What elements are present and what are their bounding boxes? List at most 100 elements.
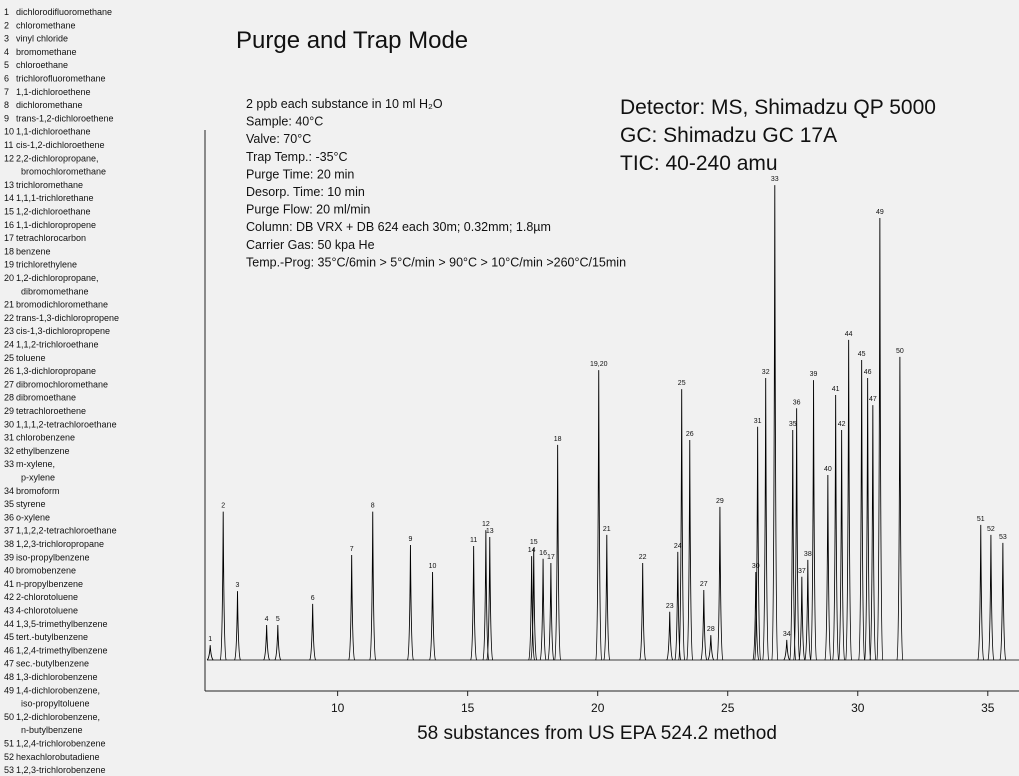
peak bbox=[716, 506, 724, 661]
compound-name: cis-1,3-dichloropropene bbox=[16, 326, 110, 336]
x-tick-label: 35 bbox=[981, 701, 995, 715]
peak-label: 6 bbox=[311, 595, 315, 602]
peak-label: 40 bbox=[824, 466, 832, 473]
compound-name: benzene bbox=[16, 246, 51, 256]
compound-number: 40 bbox=[4, 566, 14, 576]
compound-name: tetrachlorocarbon bbox=[16, 233, 86, 243]
condition: Temp.-Prog: 35°C/6min > 5°C/min > 90°C >… bbox=[246, 255, 626, 269]
condition: Purge Flow: 20 ml/min bbox=[246, 203, 370, 217]
peak bbox=[539, 558, 547, 661]
peak bbox=[752, 572, 760, 661]
peak-label: 18 bbox=[554, 436, 562, 443]
compound-name: 1,1-dichloropropene bbox=[16, 220, 96, 230]
peak bbox=[639, 563, 647, 661]
compound-name: 1,2-dichloropropane, bbox=[16, 273, 99, 283]
compound-number: 36 bbox=[4, 512, 14, 522]
peak-label: 19,20 bbox=[590, 361, 608, 368]
compound-name: trans-1,3-dichloropropene bbox=[16, 313, 119, 323]
x-tick-label: 30 bbox=[851, 701, 865, 715]
peak-label: 49 bbox=[876, 209, 884, 216]
compound-name: 1,4-dichlorobenzene, bbox=[16, 685, 100, 695]
compound-name: 1,1,2,2-tetrachloroethane bbox=[16, 526, 117, 536]
compound-number: 11 bbox=[4, 140, 13, 150]
peak-label: 36 bbox=[793, 399, 801, 406]
peak-label: 32 bbox=[762, 369, 770, 376]
compound-number: 23 bbox=[4, 326, 14, 336]
peak-label: 2 bbox=[221, 503, 225, 510]
compound-number: 27 bbox=[4, 379, 14, 389]
compound-name: dichloromethane bbox=[16, 100, 83, 110]
compound-number: 35 bbox=[4, 499, 14, 509]
compound-number: 18 bbox=[4, 246, 14, 256]
peak-label: 30 bbox=[752, 563, 760, 570]
peak-label: 16 bbox=[539, 550, 547, 557]
peak-label: 17 bbox=[547, 554, 555, 561]
peak-label: 53 bbox=[999, 534, 1007, 541]
peak-label: 31 bbox=[754, 418, 762, 425]
compound-name: sec.-butylbenzene bbox=[16, 659, 89, 669]
peak bbox=[858, 360, 866, 661]
peak bbox=[783, 639, 791, 661]
peak bbox=[486, 537, 494, 661]
compound-number: 19 bbox=[4, 260, 14, 270]
compound-name: 1,1,2-trichloroethane bbox=[16, 340, 99, 350]
condition: Trap Temp.: -35°C bbox=[246, 150, 348, 164]
compound-name: n-butylbenzene bbox=[21, 725, 83, 735]
peak-label: 46 bbox=[864, 369, 872, 376]
peak bbox=[824, 475, 832, 661]
compound-name: o-xylene bbox=[16, 512, 50, 522]
peak bbox=[838, 429, 846, 661]
compound-number: 24 bbox=[4, 340, 14, 350]
compound-number: 48 bbox=[4, 672, 14, 682]
compound-name: bromomethane bbox=[16, 47, 77, 57]
compound-number: 42 bbox=[4, 592, 14, 602]
x-axis-label: 58 substances from US EPA 524.2 method bbox=[417, 723, 777, 744]
x-tick-label: 25 bbox=[721, 701, 735, 715]
chart-title: Purge and Trap Mode bbox=[236, 27, 468, 54]
condition: Sample: 40°C bbox=[246, 115, 323, 129]
compound-name: 1,1,1-trichlorethane bbox=[16, 193, 94, 203]
compound-name: bromodichloromethane bbox=[16, 300, 108, 310]
compound-number: 5 bbox=[4, 60, 9, 70]
peak bbox=[832, 394, 840, 661]
compound-number: 29 bbox=[4, 406, 14, 416]
compound-name: p-xylene bbox=[21, 473, 55, 483]
compound-number: 44 bbox=[4, 619, 14, 629]
peak-label: 9 bbox=[408, 536, 412, 543]
compound-name: 1,2-dichloroethane bbox=[16, 207, 91, 217]
peak-label: 1 bbox=[208, 636, 212, 643]
detector-info: GC: Shimadzu GC 17A bbox=[620, 124, 837, 147]
peak-label: 3 bbox=[236, 582, 240, 589]
peak-label: 29 bbox=[716, 498, 724, 505]
condition: 2 ppb each substance in 10 ml H₂O bbox=[246, 97, 443, 111]
peak bbox=[470, 546, 478, 661]
compound-number: 46 bbox=[4, 645, 14, 655]
compound-number: 50 bbox=[4, 712, 14, 722]
compound-name: 1,2,3-trichlorobenzene bbox=[16, 765, 106, 775]
peak bbox=[876, 217, 884, 661]
peak-label: 44 bbox=[845, 331, 853, 338]
peak bbox=[274, 625, 282, 661]
peak-label: 23 bbox=[666, 603, 674, 610]
peak-label: 42 bbox=[838, 421, 846, 428]
compound-number: 33 bbox=[4, 459, 14, 469]
compound-number: 52 bbox=[4, 752, 14, 762]
compound-number: 37 bbox=[4, 526, 14, 536]
compound-name: dichlorodifluoromethane bbox=[16, 7, 112, 17]
compound-number: 43 bbox=[4, 606, 14, 616]
peak bbox=[987, 534, 995, 661]
peak bbox=[309, 603, 317, 661]
compound-name: 1,3-dichlorobenzene bbox=[16, 672, 98, 682]
peak-label: 21 bbox=[603, 526, 611, 533]
peak-label: 14 bbox=[528, 547, 536, 554]
peak bbox=[804, 559, 812, 661]
peak-label: 38 bbox=[804, 551, 812, 558]
compound-name: ethylbenzene bbox=[16, 446, 70, 456]
peak-label: 25 bbox=[678, 380, 686, 387]
compound-name: 2-chlorotoluene bbox=[16, 592, 78, 602]
condition: Column: DB VRX + DB 624 each 30m; 0.32mm… bbox=[246, 220, 551, 234]
peak-label: 26 bbox=[686, 431, 694, 438]
compound-number: 3 bbox=[4, 34, 9, 44]
compound-name: chlorobenzene bbox=[16, 433, 75, 443]
condition: Purge Time: 20 min bbox=[246, 167, 354, 181]
